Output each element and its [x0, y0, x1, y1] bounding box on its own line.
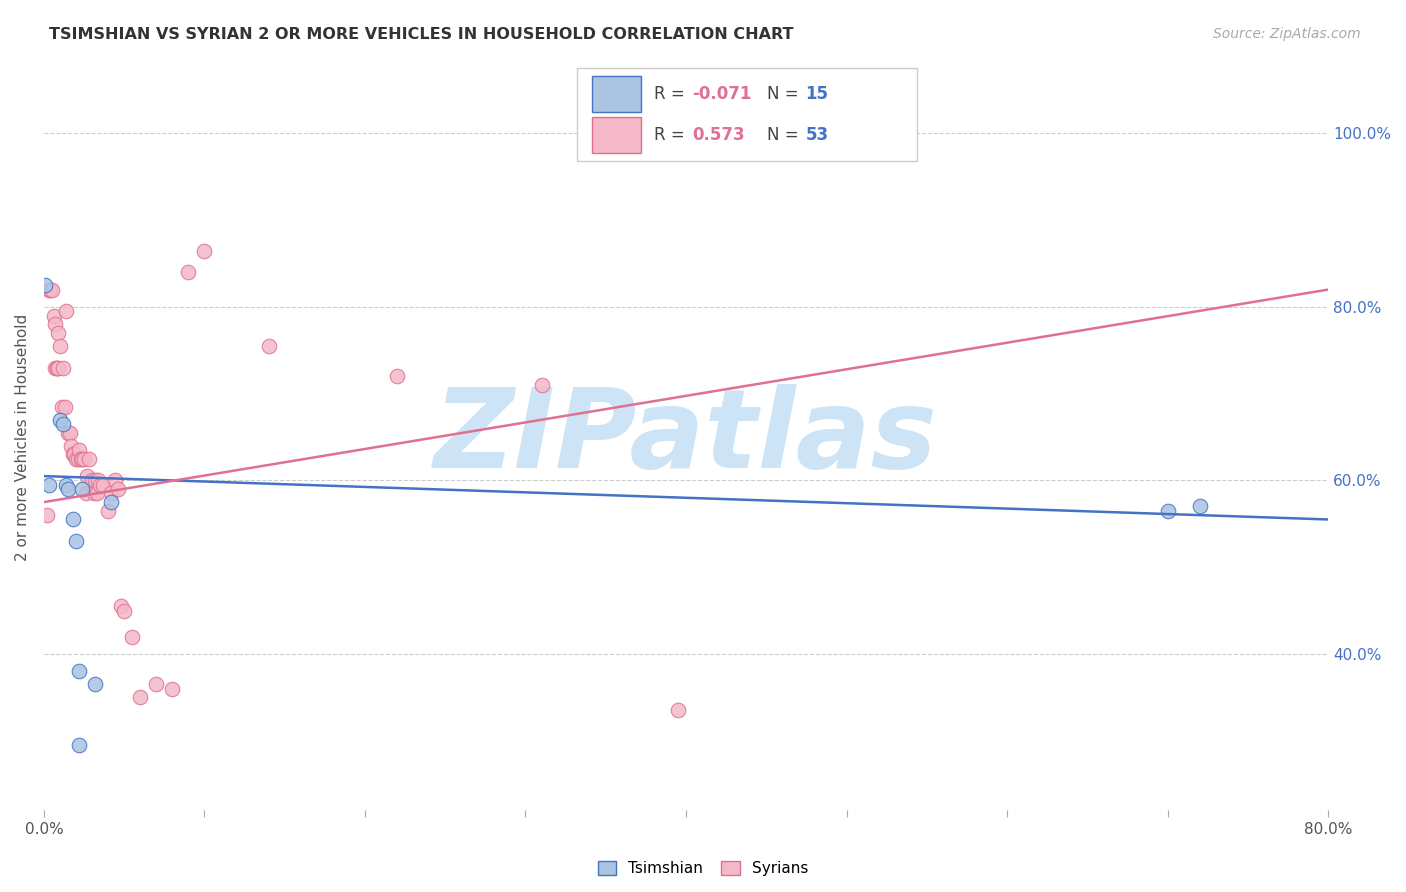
Point	[666, 703, 689, 717]
Point	[55, 477, 77, 491]
Point	[72, 451, 94, 466]
FancyBboxPatch shape	[592, 76, 641, 112]
Point	[65, 534, 87, 549]
Point	[67, 738, 90, 752]
Point	[257, 339, 280, 353]
Point	[107, 482, 129, 496]
Point	[66, 451, 89, 466]
Point	[84, 677, 107, 691]
Point	[38, 477, 60, 491]
Point	[56, 425, 79, 440]
Point	[73, 451, 96, 466]
Point	[49, 339, 72, 353]
Point	[76, 469, 98, 483]
Text: -0.071: -0.071	[692, 85, 752, 103]
Point	[100, 486, 122, 500]
Point	[67, 665, 90, 679]
Text: Source: ZipAtlas.com: Source: ZipAtlas.com	[1213, 27, 1361, 41]
Point	[44, 360, 66, 375]
Point	[83, 486, 105, 500]
Point	[112, 603, 135, 617]
Point	[110, 599, 132, 614]
Point	[84, 474, 107, 488]
Text: ZIPatlas: ZIPatlas	[434, 384, 938, 491]
Point	[80, 474, 103, 488]
FancyBboxPatch shape	[592, 117, 641, 153]
Point	[34, 278, 56, 293]
Point	[62, 512, 84, 526]
Legend: Tsimshian, Syrians: Tsimshian, Syrians	[592, 855, 814, 882]
Point	[51, 400, 73, 414]
Text: 53: 53	[806, 126, 828, 144]
Point	[63, 447, 86, 461]
Text: R =: R =	[654, 126, 690, 144]
Point	[103, 474, 125, 488]
Point	[46, 326, 69, 340]
Point	[49, 413, 72, 427]
Point	[75, 486, 97, 500]
Point	[46, 360, 69, 375]
Point	[97, 504, 120, 518]
Point	[52, 360, 75, 375]
Point	[67, 443, 90, 458]
Point	[530, 378, 553, 392]
FancyBboxPatch shape	[576, 68, 917, 161]
Point	[69, 451, 91, 466]
Point	[35, 508, 58, 522]
Point	[52, 417, 75, 431]
Text: 0.573: 0.573	[692, 126, 745, 144]
Point	[42, 309, 65, 323]
Point	[129, 690, 152, 705]
Text: N =: N =	[766, 85, 804, 103]
Point	[193, 244, 215, 258]
Point	[385, 369, 408, 384]
Text: N =: N =	[766, 126, 804, 144]
Point	[162, 681, 184, 696]
Point	[60, 439, 83, 453]
Point	[44, 318, 66, 332]
Point	[121, 630, 143, 644]
Y-axis label: 2 or more Vehicles in Household: 2 or more Vehicles in Household	[15, 313, 30, 561]
Point	[1188, 500, 1211, 514]
Point	[53, 400, 76, 414]
Point	[72, 482, 94, 496]
Point	[55, 304, 77, 318]
Point	[91, 477, 114, 491]
Point	[177, 265, 200, 279]
Point	[45, 360, 67, 375]
Point	[65, 451, 87, 466]
Text: TSIMSHIAN VS SYRIAN 2 OR MORE VEHICLES IN HOUSEHOLD CORRELATION CHART: TSIMSHIAN VS SYRIAN 2 OR MORE VEHICLES I…	[49, 27, 794, 42]
Text: R =: R =	[654, 85, 690, 103]
Point	[1156, 504, 1178, 518]
Point	[62, 447, 84, 461]
Point	[58, 425, 80, 440]
Point	[77, 451, 100, 466]
Point	[38, 283, 60, 297]
Point	[100, 495, 122, 509]
Point	[145, 677, 167, 691]
Point	[45, 360, 67, 375]
Point	[87, 474, 110, 488]
Point	[86, 486, 108, 500]
Point	[39, 283, 62, 297]
Point	[56, 482, 79, 496]
Point	[89, 477, 111, 491]
Point	[41, 283, 63, 297]
Text: 15: 15	[806, 85, 828, 103]
